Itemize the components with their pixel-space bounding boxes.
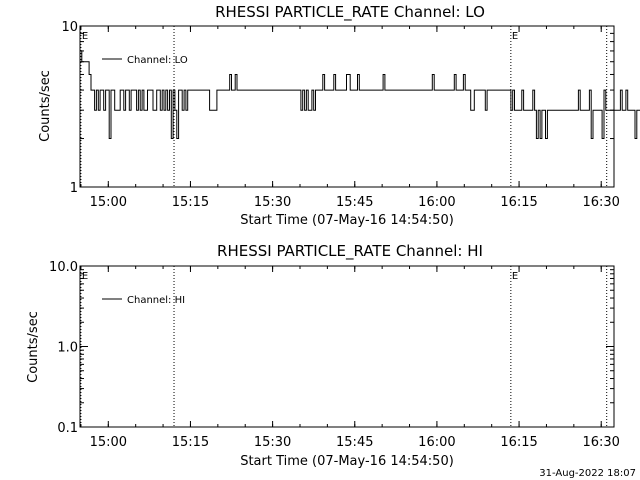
legend-label-lo: Channel: LO: [127, 55, 188, 66]
x-tick-label: 16:30: [582, 435, 619, 450]
y-tick-label: 0.1: [57, 421, 78, 436]
series-line-lo: [80, 50, 640, 139]
x-tick-label: 16:00: [418, 195, 455, 210]
x-tick-label: 16:15: [500, 435, 537, 450]
chart-title-hi: RHESSI PARTICLE_RATE Channel: HI: [217, 242, 483, 261]
chart-title-lo: RHESSI PARTICLE_RATE Channel: LO: [215, 3, 485, 22]
plot-frame-hi: [79, 265, 615, 428]
x-ticks-hi: 15:00 15:15 15:30 15:45 16:00 16:15 16:30: [80, 266, 620, 450]
x-tick-label: 15:45: [336, 435, 373, 450]
event-label: E: [82, 31, 88, 42]
y-tick-label: 10: [61, 20, 78, 35]
y-axis-label-hi: Counts/sec: [26, 311, 41, 383]
x-tick-label: 15:00: [90, 435, 127, 450]
event-label: E: [512, 31, 518, 42]
x-tick-label: 15:30: [254, 435, 291, 450]
x-tick-label: 15:00: [90, 195, 127, 210]
x-tick-label: 15:45: [336, 195, 373, 210]
x-tick-label: 16:15: [500, 195, 537, 210]
panel-lo: RHESSI PARTICLE_RATE Channel: LO Counts/…: [38, 3, 640, 228]
event-label: E: [512, 271, 518, 282]
event-label: E: [82, 271, 88, 282]
y-tick-label: 1: [70, 181, 78, 196]
x-tick-label: 15:15: [172, 435, 209, 450]
x-axis-label-lo: Start Time (07-May-16 14:54:50): [240, 213, 454, 228]
x-tick-label: 16:30: [582, 195, 619, 210]
x-ticks-lo: 15:00 15:15 15:30 15:45 16:00 16:15 16:30: [80, 26, 620, 210]
legend-lo: Channel: LO: [102, 55, 188, 66]
y-tick-label: 1.0: [57, 341, 78, 356]
footer-date: 31-Aug-2022 18:07: [539, 468, 636, 479]
y-axis-label-lo: Counts/sec: [38, 70, 53, 142]
panel-hi: RHESSI PARTICLE_RATE Channel: HI Counts/…: [26, 242, 620, 469]
y-tick-label: 10.0: [49, 260, 78, 275]
x-tick-label: 16:00: [418, 435, 455, 450]
x-tick-label: 15:15: [172, 195, 209, 210]
x-tick-label: 15:30: [254, 195, 291, 210]
legend-hi: Channel: HI: [102, 295, 185, 306]
series-lo: [80, 50, 640, 139]
plot-frame-lo: [79, 25, 615, 188]
x-axis-label-hi: Start Time (07-May-16 14:54:50): [240, 454, 454, 469]
y-ticks-hi: 0.1 1.0 10.0: [49, 260, 614, 436]
legend-label-hi: Channel: HI: [127, 295, 185, 306]
